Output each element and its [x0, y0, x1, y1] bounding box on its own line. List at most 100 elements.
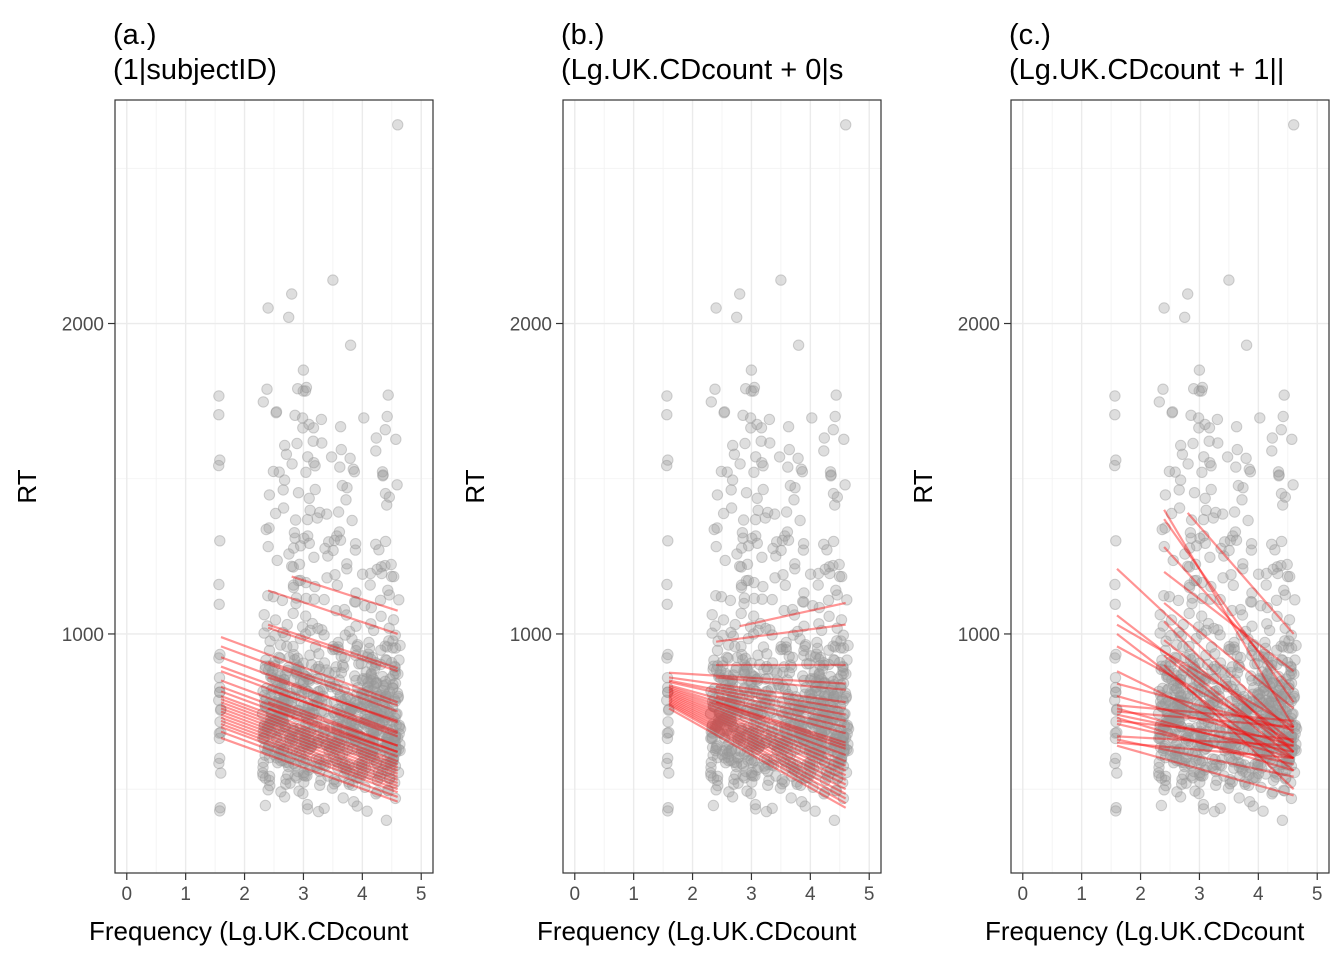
data-point: [1191, 749, 1203, 761]
data-point: [1274, 712, 1287, 724]
data-point: [1234, 727, 1246, 739]
data-point: [349, 538, 362, 550]
data-point: [303, 703, 315, 715]
data-point: [1283, 752, 1296, 764]
data-point: [1263, 726, 1275, 738]
data-point: [761, 663, 774, 675]
data-point: [727, 720, 739, 733]
data-point: [1274, 742, 1286, 754]
data-point: [1226, 604, 1238, 617]
data-point: [1260, 695, 1273, 707]
data-point: [755, 689, 767, 702]
data-point: [358, 412, 370, 424]
data-point: [340, 609, 353, 621]
data-point: [779, 683, 791, 696]
data-point: [1261, 674, 1273, 687]
data-point: [303, 537, 315, 549]
data-point: [766, 802, 778, 814]
data-point: [661, 459, 673, 472]
data-point: [1224, 778, 1236, 790]
data-point: [1221, 681, 1233, 693]
data-point: [350, 717, 362, 729]
data-point: [260, 523, 272, 536]
data-point: [759, 737, 771, 749]
data-point: [1288, 743, 1301, 756]
data-point: [729, 745, 741, 757]
data-point: [1279, 491, 1292, 503]
data-point: [838, 708, 850, 720]
data-point: [733, 697, 746, 709]
data-point: [288, 527, 301, 539]
data-point: [1249, 730, 1262, 742]
data-point: [1261, 668, 1273, 681]
data-point: [356, 761, 368, 773]
data-point: [1226, 776, 1239, 788]
data-point: [1158, 740, 1171, 753]
data-point: [1280, 706, 1293, 718]
data-point: [371, 700, 383, 712]
data-point: [728, 756, 740, 768]
x-tick-label: 0: [121, 884, 132, 905]
data-point: [1254, 716, 1266, 728]
data-point: [799, 688, 811, 700]
data-point: [1154, 727, 1167, 739]
data-point: [363, 636, 375, 649]
data-point: [760, 622, 772, 635]
data-point: [1195, 732, 1207, 744]
fit-line: [1163, 546, 1295, 691]
data-point: [1158, 664, 1171, 676]
data-point: [805, 692, 818, 705]
data-point: [713, 706, 726, 719]
data-point: [785, 661, 798, 674]
data-point: [662, 716, 674, 728]
fit-line: [267, 623, 399, 670]
data-point: [1230, 706, 1242, 718]
data-point: [329, 738, 341, 750]
data-point: [727, 682, 739, 694]
data-point: [1285, 667, 1298, 680]
data-point: [1185, 532, 1197, 544]
data-point: [1266, 757, 1279, 769]
data-point: [265, 712, 277, 725]
data-point: [1153, 396, 1166, 408]
data-point: [392, 692, 404, 704]
data-point: [1180, 734, 1193, 747]
data-point: [711, 774, 724, 787]
data-point: [803, 746, 816, 759]
data-point: [783, 733, 796, 746]
data-point: [714, 672, 727, 684]
data-point: [375, 610, 387, 622]
data-point: [258, 733, 270, 745]
y-axis-title: RT: [908, 469, 938, 503]
data-point: [1180, 733, 1192, 745]
data-point: [746, 676, 758, 688]
data-point: [361, 746, 374, 758]
data-point: [318, 629, 330, 641]
data-point: [325, 681, 337, 693]
data-point: [1165, 728, 1177, 740]
data-point: [789, 700, 801, 713]
data-point: [1277, 736, 1289, 748]
data-point: [1289, 594, 1301, 606]
data-point: [1285, 665, 1297, 677]
data-point: [823, 658, 835, 671]
data-point: [809, 696, 821, 709]
data-point: [842, 639, 854, 652]
data-point: [289, 760, 302, 772]
data-point: [315, 413, 328, 426]
data-point: [314, 779, 326, 791]
data-point: [782, 421, 795, 433]
data-point: [1197, 709, 1209, 721]
data-point: [1288, 690, 1301, 703]
data-point: [298, 676, 310, 688]
data-point: [369, 706, 381, 718]
data-point: [379, 691, 392, 703]
data-point: [299, 683, 311, 695]
data-point: [1275, 424, 1288, 436]
data-point: [368, 663, 381, 675]
data-point: [1197, 513, 1210, 526]
data-point: [1259, 737, 1271, 749]
data-point: [389, 629, 401, 641]
data-point: [298, 727, 310, 739]
data-point: [1213, 690, 1225, 702]
